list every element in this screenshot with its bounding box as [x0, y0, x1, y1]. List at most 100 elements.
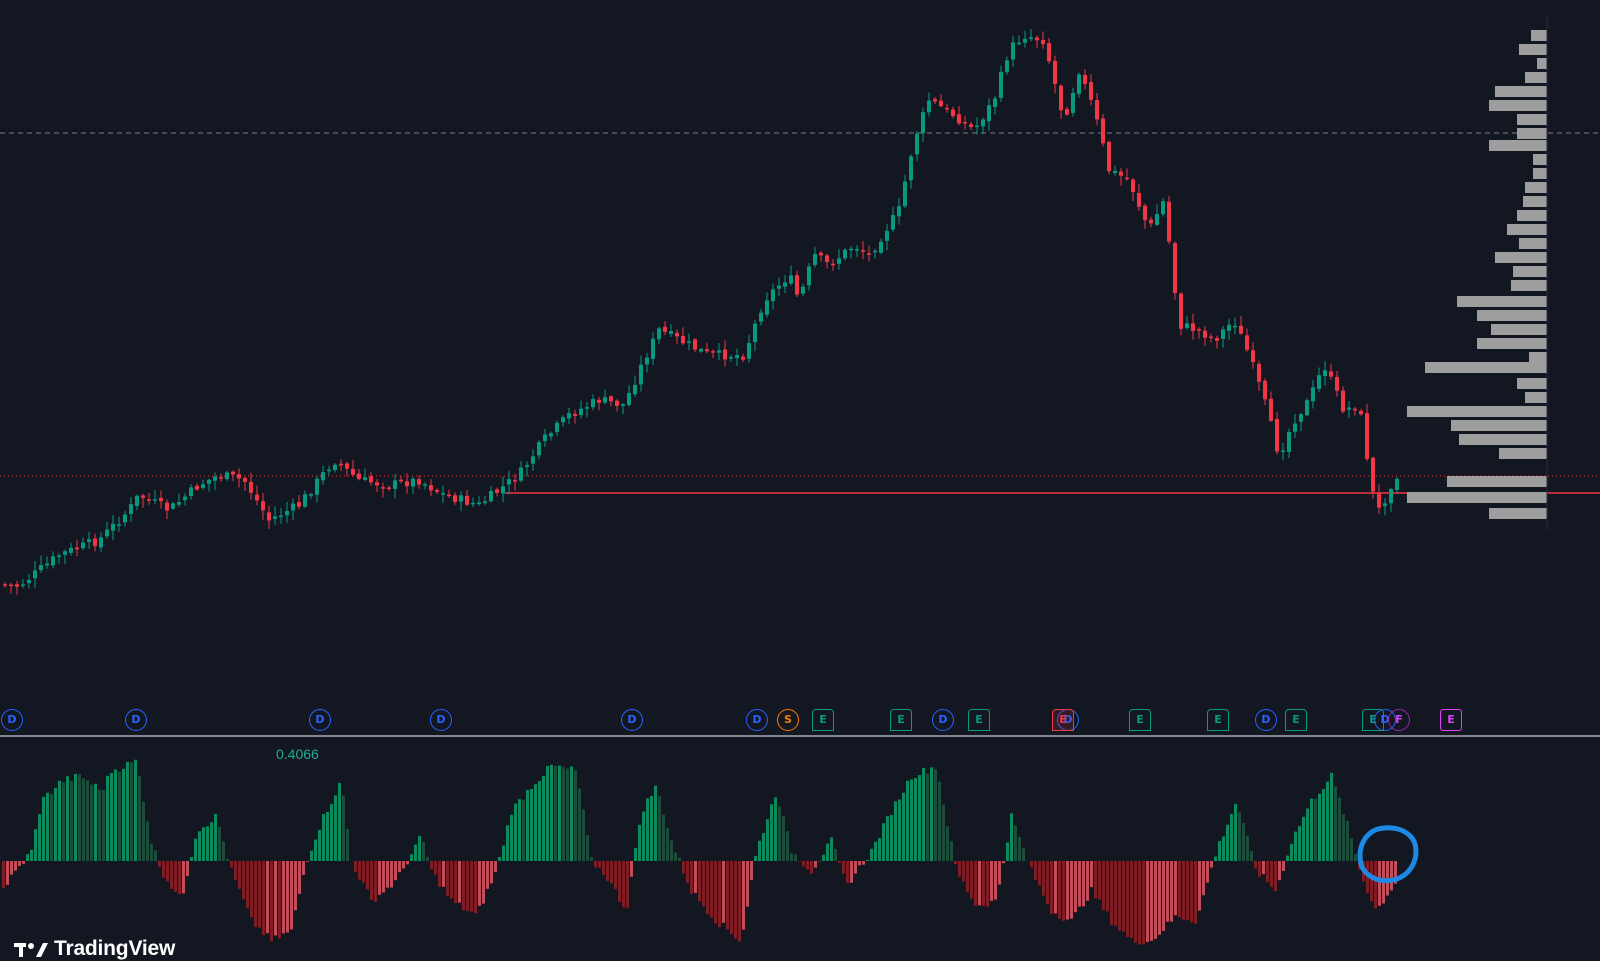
volume-profile-bar — [1489, 508, 1547, 519]
oscillator-bar — [26, 854, 29, 861]
candle-body — [267, 512, 271, 520]
event-marker-e[interactable]: E — [812, 709, 834, 731]
event-marker-d[interactable]: D — [621, 709, 643, 731]
oscillator-bar — [1226, 825, 1229, 861]
oscillator-bar — [814, 861, 817, 868]
oscillator-bar — [1002, 861, 1005, 863]
candle-body — [1047, 43, 1051, 61]
oscillator-bar — [894, 801, 897, 861]
oscillator-bar — [1326, 782, 1329, 861]
candle-body — [411, 479, 415, 487]
event-marker-f[interactable]: F — [1388, 709, 1410, 731]
candle-body — [177, 502, 181, 505]
event-marker-e[interactable]: E — [1362, 709, 1384, 731]
oscillator-bar — [826, 844, 829, 861]
candle-body — [303, 494, 307, 506]
oscillator-bar — [882, 823, 885, 861]
oscillator-bar — [1058, 861, 1061, 919]
oscillator-bar — [206, 826, 209, 861]
candle-body — [375, 482, 379, 485]
candle-body — [261, 501, 265, 510]
event-marker-e[interactable]: E — [968, 709, 990, 731]
oscillator-bar — [246, 861, 249, 908]
oscillator-bar — [1170, 861, 1173, 922]
volume-profile-bar — [1457, 296, 1547, 307]
candle-body — [1371, 458, 1375, 492]
event-marker-d[interactable]: D — [430, 709, 452, 731]
oscillator-bar — [306, 861, 309, 862]
oscillator-bar — [118, 772, 121, 861]
event-marker-e-red[interactable]: E — [1052, 709, 1074, 731]
event-marker-d[interactable]: D — [1, 709, 23, 731]
candle-body — [885, 231, 889, 241]
event-marker-d[interactable]: D — [746, 709, 768, 731]
candle-body — [33, 570, 37, 578]
event-marker-d[interactable]: D — [1255, 709, 1277, 731]
oscillator-bar — [210, 822, 213, 861]
oscillator-bar — [1234, 804, 1237, 861]
oscillator-bar — [1218, 841, 1221, 861]
price-pane[interactable] — [0, 0, 1600, 730]
candle-body — [933, 99, 937, 101]
event-marker-e[interactable]: E — [890, 709, 912, 731]
oscillator-bar — [1022, 848, 1025, 861]
oscillator-bar — [282, 861, 285, 933]
oscillator-bar — [98, 789, 101, 861]
volume-profile-bar — [1517, 128, 1547, 139]
candle-body — [15, 584, 19, 586]
oscillator-bar — [66, 776, 69, 861]
candle-body — [555, 423, 559, 432]
oscillator-bar — [146, 821, 149, 861]
oscillator-bar — [1258, 861, 1261, 877]
oscillator-bar — [682, 861, 685, 873]
candle-body — [1251, 350, 1255, 362]
oscillator-bar — [458, 861, 461, 903]
oscillator-bar — [898, 800, 901, 861]
volume-profile-bar — [1517, 114, 1547, 125]
event-marker-e-mag[interactable]: E — [1440, 709, 1462, 731]
candle-body — [1113, 171, 1117, 173]
oscillator-bar — [278, 861, 281, 938]
oscillator-bar — [778, 807, 781, 861]
candle-body — [651, 339, 655, 359]
candle-body — [27, 580, 31, 583]
oscillator-bar — [90, 785, 93, 861]
oscillator-bar — [734, 861, 737, 939]
oscillator-bar — [1246, 836, 1249, 861]
event-marker-e[interactable]: E — [1207, 709, 1229, 731]
pane-divider[interactable] — [0, 735, 1600, 737]
candle-body — [855, 249, 859, 251]
candle-body — [1359, 411, 1363, 414]
candle-body — [603, 397, 607, 402]
candle-body — [1221, 329, 1225, 338]
oscillator-bar — [222, 842, 225, 861]
oscillator-bar — [234, 861, 237, 880]
candle-body — [1299, 414, 1303, 422]
oscillator-bar — [86, 780, 89, 861]
candle-body — [513, 480, 517, 482]
oscillator-bar — [530, 789, 533, 861]
event-marker-e[interactable]: E — [1129, 709, 1151, 731]
oscillator-bar — [1162, 861, 1165, 931]
oscillator-bar — [298, 861, 301, 894]
candle-body — [231, 472, 235, 475]
candle-body — [1269, 399, 1273, 421]
candle-body — [87, 539, 91, 542]
oscillator-bar — [726, 861, 729, 930]
oscillator-bar — [630, 861, 633, 877]
candle-body — [21, 584, 25, 586]
event-marker-s[interactable]: S — [777, 709, 799, 731]
oscillator-bar — [714, 861, 717, 923]
event-marker-e[interactable]: E — [1285, 709, 1307, 731]
event-marker-d[interactable]: D — [932, 709, 954, 731]
candle-body — [747, 343, 751, 359]
candle-body — [1125, 178, 1129, 180]
oscillator-bar — [706, 861, 709, 914]
oscillator-bar — [870, 849, 873, 861]
event-marker-d[interactable]: D — [309, 709, 331, 731]
candle-body — [123, 515, 127, 523]
candle-body — [783, 282, 787, 286]
event-marker-d[interactable]: D — [125, 709, 147, 731]
oscillator-bar — [446, 861, 449, 896]
